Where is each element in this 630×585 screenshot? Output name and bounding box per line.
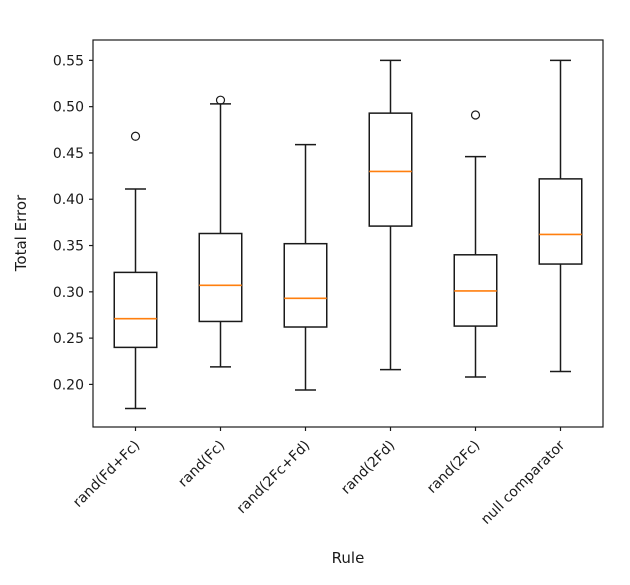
outlier-point [130,131,141,141]
plot-frame [92,39,604,428]
box-rect [538,178,583,265]
x-axis-label: Rule [331,549,365,567]
y-tick-label: 0.45 [53,146,84,162]
outlier-point [470,110,481,120]
x-tick-label: rand(2Fc+Fd) [234,438,313,517]
y-tick-label: 0.40 [53,192,84,208]
y-tick-label: 0.20 [53,377,84,393]
x-tick-label: rand(Fc) [175,438,228,491]
box-rect [283,242,328,328]
x-tick-label: rand(2Fd) [338,438,398,498]
box-rect [113,271,158,349]
box-rect [368,112,413,227]
y-tick-label: 0.25 [53,331,84,347]
y-tick-label: 0.50 [53,100,84,116]
y-tick-label: 0.30 [53,285,84,301]
x-tick-label: rand(2Fc) [424,438,483,497]
box-rect [198,232,243,323]
y-tick-label: 0.35 [53,239,84,255]
x-tick-label: null comparator [478,437,568,527]
outlier-point [215,95,226,105]
y-tick-label: 0.55 [53,53,84,69]
y-axis-label: Total Error [12,194,30,272]
x-tick-label: rand(Fd+Fc) [70,438,143,511]
